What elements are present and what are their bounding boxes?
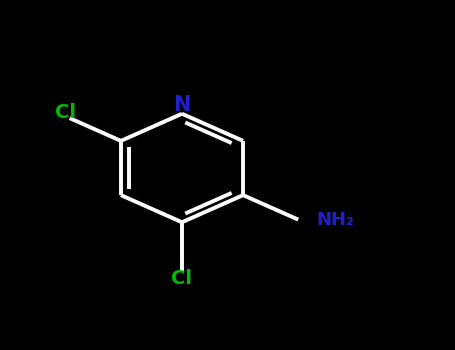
Text: N: N [173, 95, 191, 115]
Text: NH₂: NH₂ [316, 211, 354, 229]
Text: Cl: Cl [55, 103, 76, 122]
Text: Cl: Cl [172, 269, 192, 288]
